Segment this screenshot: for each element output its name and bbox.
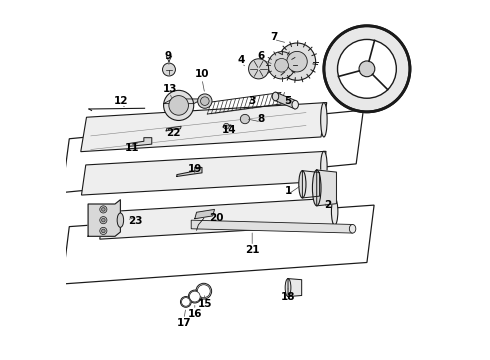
Text: 22: 22 xyxy=(166,129,180,138)
Ellipse shape xyxy=(320,103,327,137)
Polygon shape xyxy=(302,171,319,198)
Circle shape xyxy=(268,51,295,79)
Polygon shape xyxy=(177,167,202,176)
Text: 4: 4 xyxy=(238,55,245,65)
Text: 23: 23 xyxy=(128,216,143,226)
Polygon shape xyxy=(275,92,295,109)
Circle shape xyxy=(240,114,250,124)
Circle shape xyxy=(278,43,316,80)
Text: 12: 12 xyxy=(114,96,128,106)
Text: 14: 14 xyxy=(221,125,236,135)
Text: 11: 11 xyxy=(125,143,139,153)
Circle shape xyxy=(190,291,200,302)
Text: 7: 7 xyxy=(270,32,277,41)
Circle shape xyxy=(200,97,209,105)
Circle shape xyxy=(359,61,375,77)
Circle shape xyxy=(169,96,189,115)
Polygon shape xyxy=(288,279,302,297)
Text: 18: 18 xyxy=(281,292,295,302)
Ellipse shape xyxy=(349,225,356,233)
Ellipse shape xyxy=(285,279,291,297)
Text: 6: 6 xyxy=(258,51,265,61)
Circle shape xyxy=(180,297,191,307)
Circle shape xyxy=(100,217,107,224)
Circle shape xyxy=(223,123,229,129)
Polygon shape xyxy=(129,138,152,146)
Ellipse shape xyxy=(331,198,338,225)
Polygon shape xyxy=(317,170,337,206)
Polygon shape xyxy=(81,103,327,152)
Polygon shape xyxy=(191,220,353,233)
Circle shape xyxy=(197,94,212,108)
Text: 9: 9 xyxy=(164,51,171,61)
Ellipse shape xyxy=(292,100,298,109)
Ellipse shape xyxy=(313,170,321,206)
Polygon shape xyxy=(166,126,181,131)
Polygon shape xyxy=(100,198,337,239)
Text: 20: 20 xyxy=(209,213,223,222)
Ellipse shape xyxy=(299,171,306,198)
Circle shape xyxy=(338,40,396,98)
Text: 10: 10 xyxy=(195,69,209,79)
Text: 8: 8 xyxy=(258,114,265,124)
Circle shape xyxy=(101,219,105,222)
Text: 3: 3 xyxy=(248,96,256,106)
Circle shape xyxy=(100,227,107,234)
Circle shape xyxy=(163,63,175,76)
Circle shape xyxy=(196,283,212,299)
Circle shape xyxy=(181,298,190,306)
Circle shape xyxy=(248,59,269,79)
Circle shape xyxy=(101,229,105,233)
Text: 13: 13 xyxy=(163,84,177,94)
Polygon shape xyxy=(195,210,215,219)
Circle shape xyxy=(287,51,307,72)
Circle shape xyxy=(197,285,210,298)
Circle shape xyxy=(101,208,105,211)
Circle shape xyxy=(188,290,201,303)
Text: 16: 16 xyxy=(188,310,202,319)
Polygon shape xyxy=(81,151,326,195)
Circle shape xyxy=(164,90,194,121)
Text: 21: 21 xyxy=(245,245,259,255)
Polygon shape xyxy=(164,99,203,104)
Circle shape xyxy=(275,58,289,72)
Text: 15: 15 xyxy=(198,299,213,309)
Text: 2: 2 xyxy=(324,200,331,210)
Text: 19: 19 xyxy=(188,164,202,174)
Text: 17: 17 xyxy=(177,319,192,328)
Ellipse shape xyxy=(117,213,123,227)
Text: 1: 1 xyxy=(284,186,292,196)
Ellipse shape xyxy=(272,92,279,101)
Circle shape xyxy=(324,26,410,112)
Polygon shape xyxy=(88,200,121,236)
Circle shape xyxy=(100,206,107,213)
Text: 5: 5 xyxy=(284,96,292,106)
Ellipse shape xyxy=(320,151,327,181)
